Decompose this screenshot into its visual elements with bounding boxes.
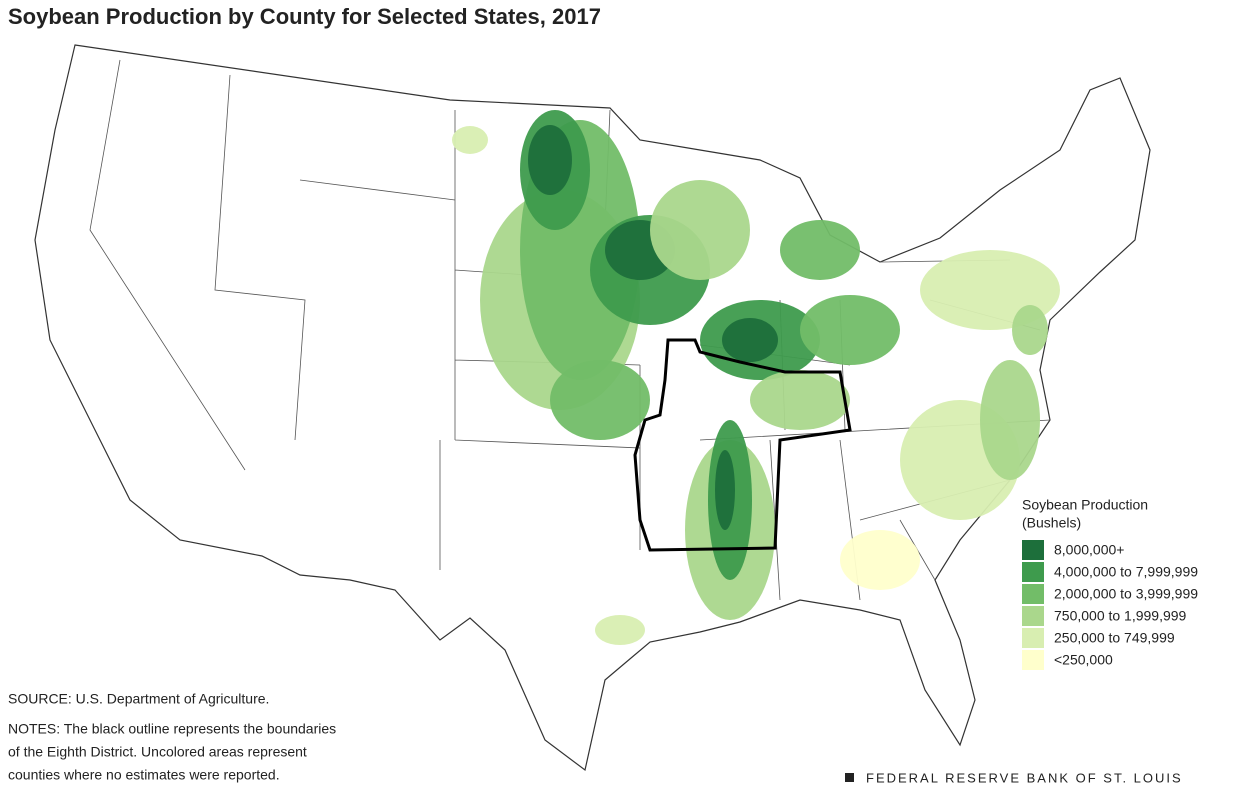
legend-title: Soybean Production (1022, 497, 1148, 513)
legend-label: 4,000,000 to 7,999,999 (1054, 564, 1198, 580)
legend-swatch (1022, 650, 1044, 670)
footer: FEDERAL RESERVE BANK OF ST. LOUIS (866, 770, 1183, 785)
area (650, 180, 750, 280)
notes: counties where no estimates were reporte… (8, 767, 280, 783)
area (452, 126, 488, 154)
area (750, 370, 850, 430)
legend-label: 8,000,000+ (1054, 542, 1124, 558)
area (550, 360, 650, 440)
area (715, 450, 735, 530)
legend-swatch (1022, 562, 1044, 582)
source: SOURCE: U.S. Department of Agriculture. (8, 691, 269, 707)
production-areas (452, 110, 1060, 645)
area (722, 318, 778, 362)
map (34, 44, 1151, 772)
area (800, 295, 900, 365)
legend: Soybean Production (Bushels) 8,000,000+ 4… (1022, 497, 1198, 670)
notes: NOTES: The black outline represents the … (8, 721, 336, 737)
legend-swatch (1022, 540, 1044, 560)
legend-label: 750,000 to 1,999,999 (1054, 608, 1187, 624)
area (528, 125, 572, 195)
legend-swatch (1022, 606, 1044, 626)
area (1012, 305, 1048, 355)
legend-label: 250,000 to 749,999 (1054, 630, 1175, 646)
area (980, 360, 1040, 480)
area (595, 615, 645, 645)
legend-swatch (1022, 584, 1044, 604)
area (840, 530, 920, 590)
notes: of the Eighth District. Uncolored areas … (8, 744, 307, 760)
legend-title: (Bushels) (1022, 515, 1081, 531)
footer-mark (845, 773, 854, 782)
legend-label: 2,000,000 to 3,999,999 (1054, 586, 1198, 602)
legend-label: <250,000 (1054, 652, 1113, 668)
area (780, 220, 860, 280)
eighth-district-outline (633, 338, 852, 552)
title: Soybean Production by County for Selecte… (8, 4, 601, 29)
legend-swatch (1022, 628, 1044, 648)
